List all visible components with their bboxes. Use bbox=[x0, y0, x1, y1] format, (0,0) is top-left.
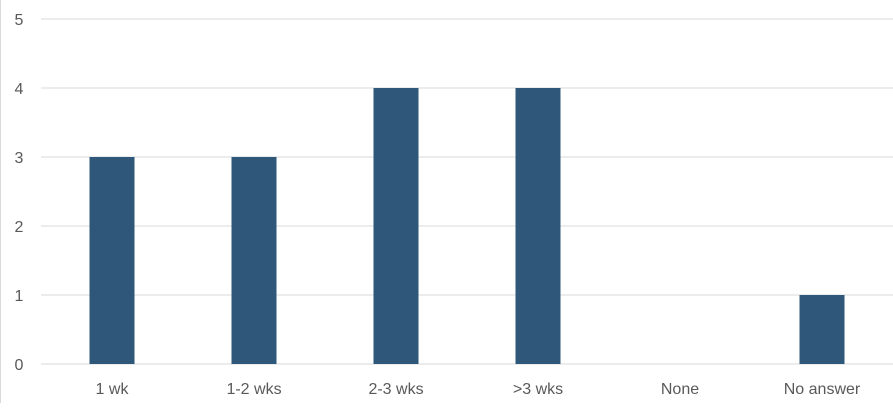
x-tick-label: 2-3 wks bbox=[368, 381, 423, 398]
bar-1-2-wks bbox=[231, 157, 277, 364]
x-axis-ticks: 1 wk 1-2 wks 2-3 wks >3 wks None No answer bbox=[96, 381, 861, 398]
bar-no-answer bbox=[799, 295, 845, 364]
x-tick-label: 1 wk bbox=[96, 381, 130, 398]
bar-3-wks bbox=[515, 88, 561, 364]
y-tick-label: 0 bbox=[15, 357, 24, 374]
y-tick-label: 3 bbox=[15, 150, 24, 167]
x-tick-label: 1-2 wks bbox=[226, 381, 281, 398]
gridlines bbox=[41, 18, 893, 365]
bar-1-wk bbox=[89, 157, 135, 364]
y-tick-label: 4 bbox=[15, 81, 24, 98]
y-tick-label: 1 bbox=[15, 288, 24, 305]
x-tick-label: No answer bbox=[784, 381, 861, 398]
y-tick-label: 5 bbox=[15, 12, 24, 29]
bars bbox=[89, 88, 845, 364]
x-tick-label: None bbox=[661, 381, 699, 398]
y-axis-ticks: 0 1 2 3 4 5 bbox=[15, 12, 24, 374]
x-tick-label: >3 wks bbox=[513, 381, 563, 398]
y-tick-label: 2 bbox=[15, 219, 24, 236]
bar-2-3-wks bbox=[373, 88, 419, 364]
